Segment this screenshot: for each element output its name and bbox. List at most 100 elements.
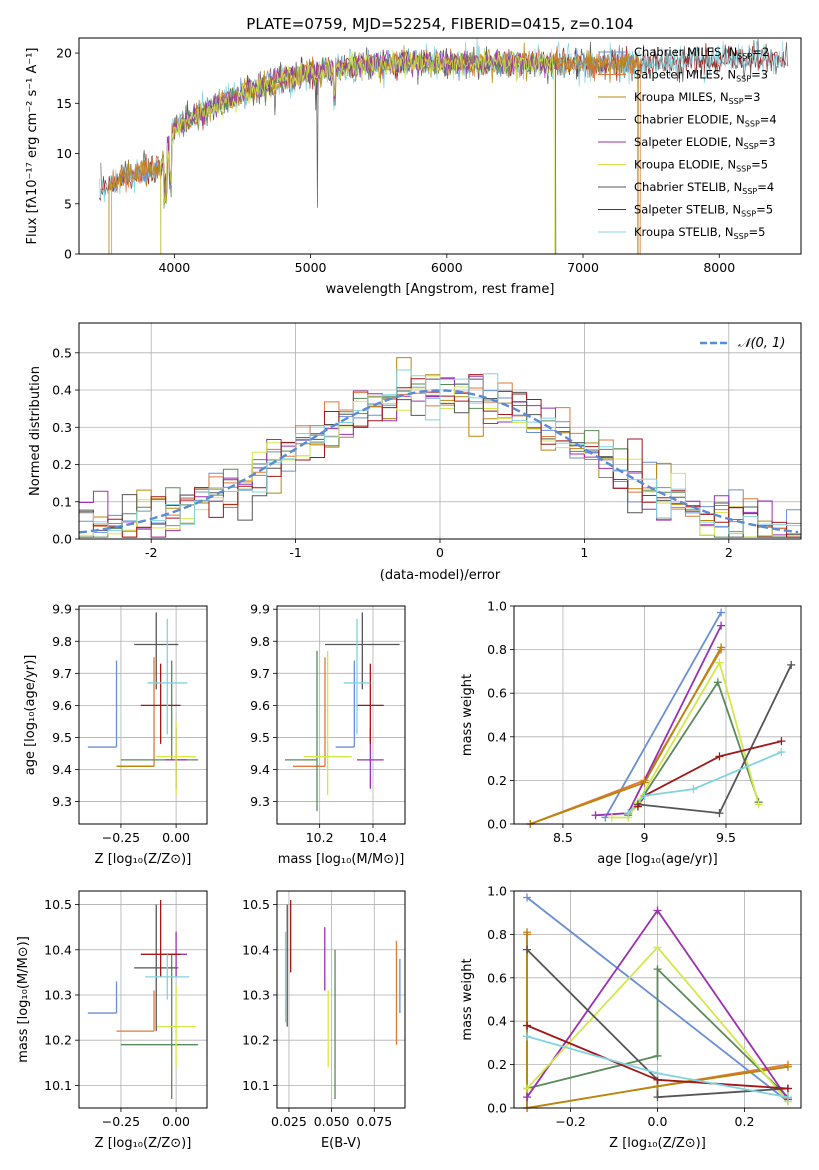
legend-label-tail: =3 [751,68,768,82]
x-axis-label: age [log₁₀(age/yr)] [597,852,718,867]
x-axis-label: Z [log₁₀(Z/Z⊙)] [95,1136,192,1151]
data-marker-kroupa_stelib [653,1069,662,1078]
data-marker-salpeter_elodie [523,1093,532,1102]
y-tick-label: 10.4 [242,942,270,957]
y-tick-label: 9.5 [52,730,72,745]
y-tick-label: 10.5 [242,897,270,912]
legend-label-text: Kroupa STELIB, N [634,225,734,239]
data-marker-kroupa_stelib [624,809,633,818]
x-tick-label: 7000 [567,260,599,275]
x-tick-label: 0.2 [735,1114,755,1129]
data-marker-chabrier_stelib [653,1093,662,1102]
subplot-4: 8.5 9 9.5 0.0 0.2 0.4 0.6 0.8 1.0 age [log₁₀(age/… [460,599,802,867]
y-tick-label: 9.7 [250,666,270,681]
data-marker-chabrier_stelib [523,945,532,954]
data-marker-salpeter_stelib [633,802,642,811]
data-marker-salpeter_stelib [777,737,786,746]
legend-label-chabrier_miles: Chabrier MILES, NSSP=2 [634,45,769,61]
y-tick-label: 0.2 [52,457,72,472]
data-marker-salpeter_stelib [783,1084,792,1093]
x-tick-label: 8000 [703,260,735,275]
y-tick-label: 10.1 [44,1078,72,1093]
data-marker-salpeter_stelib [523,1021,532,1030]
axes-frame [276,605,406,825]
axes-frame [78,322,802,540]
series-line-salpeter_stelib [637,740,782,808]
data-marker-kroupa_miles [783,1062,792,1071]
data-marker-chabrier_miles [717,608,726,617]
x-tick-label: 0.025 [271,1114,307,1129]
y-tick-label: 9.7 [52,666,72,681]
legend-label-salpeter_elodie: Salpeter ELODIE, NSSP=3 [634,135,776,151]
y-axis-label: age [log₁₀(age/yr)] [23,655,38,776]
x-tick-label: 0.0 [648,1114,668,1129]
y-tick-label: 0.3 [52,420,72,435]
subplot-0: 4000 5000 6000 7000 8000 0 5 10 15 20 PLATE=0759, … [25,15,802,297]
plot-area [277,891,405,1108]
subplot-6: 0.025 0.050 0.075 10.1 10.2 10.3 10.4 10.5 E(B-V… [242,890,406,1151]
y-tick-label: 20 [56,46,72,61]
legend-label-text: Kroupa ELODIE, N [634,158,736,172]
spectrum-line-chabrier_stelib [100,38,788,208]
reference-gaussian [79,389,799,534]
subplot-1: -2 -1 0 1 2 0.0 0.1 0.2 0.3 0.4 0.5 (data-model)/er… [28,322,802,583]
series-line-chabrier_elodie [526,966,789,1098]
y-tick-label: 10.3 [242,987,270,1002]
legend-label-salpeter_miles: Salpeter MILES, NSSP=3 [634,68,768,84]
y-tick-label: 0.6 [487,970,507,985]
x-tick-label: 1 [580,545,588,560]
axes-frame [78,605,208,825]
plot-area [79,891,207,1108]
data-marker-kroupa_stelib [689,785,698,794]
data-marker-chabrier_elodie [653,1051,662,1060]
legend-label-text: Salpeter STELIB, N [634,203,741,217]
spectrum-line-kroupa_elodie [160,46,555,254]
legend-label-tail: =3 [744,90,761,104]
data-marker-kroupa_elodie [715,658,724,667]
y-tick-label: 5 [64,196,72,211]
x-tick-label: −0.25 [102,1114,140,1129]
y-tick-label: 9.8 [52,634,72,649]
y-tick-label: 10.5 [44,897,72,912]
y-tick-label: 0 [64,247,72,262]
x-tick-label: 8.5 [553,830,573,845]
y-axis-label: Normed distribution [28,366,43,496]
y-axis-label: mass [log₁₀(M/M⊙)] [16,936,31,1063]
series-line-kroupa_miles [529,646,722,824]
x-axis-label: mass [log₁₀(M/M⊙)] [278,852,405,867]
data-marker-kroupa_miles [523,928,532,937]
x-tick-label: 5000 [295,260,327,275]
x-tick-label: 0 [436,545,444,560]
x-tick-label: −0.25 [102,830,140,845]
data-marker-kroupa_stelib [777,748,786,757]
legend-label-chabrier_elodie: Chabrier ELODIE, NSSP=4 [634,113,777,129]
subplot-3: 10.2 10.4 9.3 9.4 9.5 9.6 9.7 9.8 9.9 mass [log₁₀… [250,602,406,867]
data-marker-kroupa_elodie [754,800,763,809]
legend-label-tail: =5 [756,203,773,217]
legend-label-sub: SSP [744,142,759,151]
y-tick-label: 0.6 [487,686,507,701]
y-tick-label: 9.6 [52,698,72,713]
data-marker-chabrier_stelib [715,809,724,818]
legend-label-text: Chabrier MILES, N [634,45,737,59]
plot-area [99,38,788,254]
x-axis-label: (data-model)/error [380,568,501,583]
legend-label-kroupa_stelib: Kroupa STELIB, NSSP=5 [634,225,765,241]
x-tick-label: 2 [725,545,733,560]
plot-area [79,323,801,539]
data-marker-kroupa_elodie [653,943,662,952]
spectrum-line-salpeter_elodie [160,49,557,254]
legend: Chabrier MILES, NSSP=2 Salpeter MILES, NS… [598,45,777,241]
y-tick-label: 0.4 [52,383,72,398]
y-tick-label: 9.3 [250,794,270,809]
x-tick-label: 0.00 [162,830,190,845]
x-tick-label: -2 [145,545,157,560]
y-tick-label: 0.1 [52,494,72,509]
data-marker-kroupa_stelib [783,1093,792,1102]
legend-label-text: Kroupa MILES, N [634,90,729,104]
x-tick-label: 9 [640,830,648,845]
plot-area [79,606,207,824]
y-tick-label: 10.4 [44,942,72,957]
legend-label-chabrier_stelib: Chabrier STELIB, NSSP=4 [634,180,774,196]
